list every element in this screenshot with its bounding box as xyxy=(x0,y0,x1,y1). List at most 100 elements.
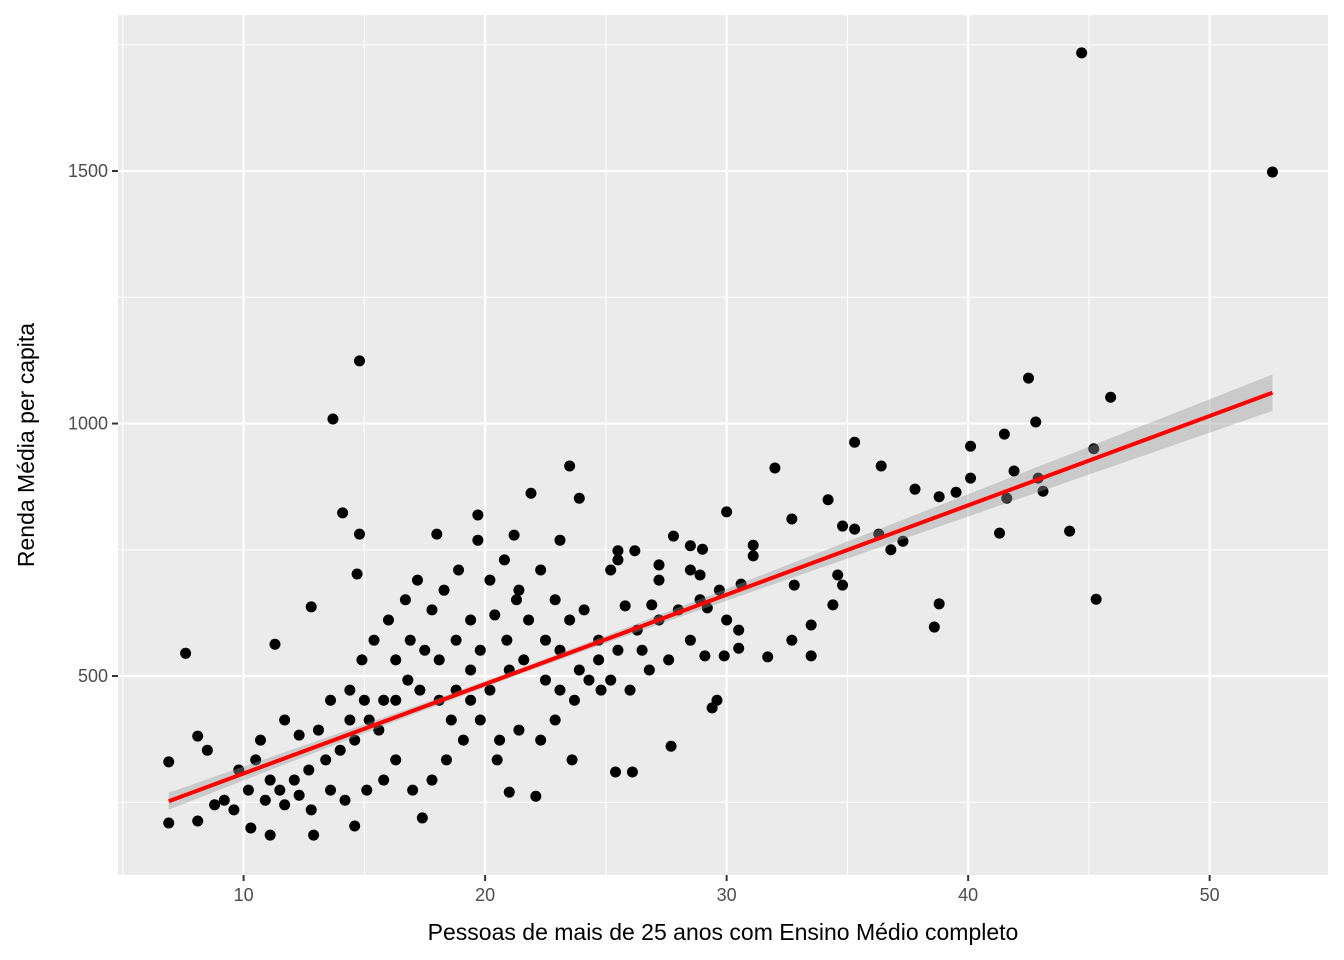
data-point xyxy=(419,644,431,656)
data-point xyxy=(358,694,370,706)
data-point xyxy=(465,664,477,676)
data-point xyxy=(457,734,469,746)
data-point xyxy=(264,774,276,786)
data-point xyxy=(1076,47,1088,59)
x-tick-label: 20 xyxy=(475,885,495,905)
data-point xyxy=(472,509,484,521)
data-point xyxy=(163,817,175,829)
data-point xyxy=(837,520,849,532)
data-point xyxy=(786,634,798,646)
data-point xyxy=(305,804,317,816)
data-point xyxy=(646,599,658,611)
data-point xyxy=(665,740,677,752)
data-point xyxy=(1001,492,1013,504)
data-point xyxy=(573,492,585,504)
data-point xyxy=(525,487,537,499)
data-point xyxy=(578,604,590,616)
data-point xyxy=(327,413,339,425)
data-point xyxy=(875,460,887,472)
data-point xyxy=(293,789,305,801)
data-point xyxy=(390,754,402,766)
data-point xyxy=(445,714,457,726)
data-point xyxy=(491,754,503,766)
data-point xyxy=(293,729,305,741)
data-point xyxy=(554,684,566,696)
data-point xyxy=(433,654,445,666)
data-point xyxy=(612,545,624,557)
regression-line xyxy=(168,390,1274,804)
data-point xyxy=(363,714,375,726)
minor-gridlines xyxy=(118,15,1328,875)
data-point xyxy=(474,644,486,656)
data-point xyxy=(414,684,426,696)
data-point xyxy=(351,568,363,580)
data-point xyxy=(636,644,648,656)
data-point xyxy=(699,650,711,662)
data-point xyxy=(339,794,351,806)
data-point xyxy=(513,724,525,736)
data-point xyxy=(885,544,897,556)
data-point xyxy=(254,734,266,746)
data-point xyxy=(361,784,373,796)
data-point xyxy=(762,651,774,663)
data-point xyxy=(312,724,324,736)
data-point xyxy=(303,764,315,776)
data-point xyxy=(472,534,484,546)
data-point xyxy=(368,634,380,646)
x-tick-label: 10 xyxy=(234,885,254,905)
data-point xyxy=(431,528,443,540)
data-point xyxy=(264,829,276,841)
data-point xyxy=(1008,465,1020,477)
data-point xyxy=(344,684,356,696)
data-point xyxy=(288,774,300,786)
data-point xyxy=(508,529,520,541)
data-point xyxy=(180,647,192,659)
data-point xyxy=(965,472,977,484)
data-point xyxy=(535,734,547,746)
data-point xyxy=(242,784,254,796)
data-point xyxy=(228,804,240,816)
data-point xyxy=(718,650,730,662)
data-point xyxy=(897,535,909,547)
data-point xyxy=(411,574,423,586)
data-point xyxy=(1266,166,1278,178)
data-point xyxy=(568,694,580,706)
data-point xyxy=(653,559,665,571)
major-gridlines xyxy=(118,15,1328,875)
data-point xyxy=(382,614,394,626)
data-point xyxy=(274,784,286,796)
data-point xyxy=(279,714,291,726)
data-point xyxy=(1064,525,1076,537)
data-point xyxy=(747,550,759,562)
data-point xyxy=(554,644,566,656)
data-point xyxy=(399,594,411,606)
data-point xyxy=(747,539,759,551)
data-point xyxy=(373,724,385,736)
data-point xyxy=(325,784,337,796)
data-point xyxy=(494,734,506,746)
data-point xyxy=(721,506,733,518)
data-point xyxy=(701,602,713,614)
data-point xyxy=(564,460,576,472)
data-point xyxy=(349,734,361,746)
data-point xyxy=(535,564,547,576)
data-point xyxy=(484,574,496,586)
data-point xyxy=(404,634,416,646)
data-point xyxy=(259,794,271,806)
data-point xyxy=(1090,593,1102,605)
data-point xyxy=(549,594,561,606)
data-point xyxy=(573,664,585,676)
data-point xyxy=(465,694,477,706)
data-point xyxy=(612,644,624,656)
data-point xyxy=(378,694,390,706)
data-point xyxy=(325,694,337,706)
data-point xyxy=(390,654,402,666)
data-point xyxy=(549,714,561,726)
data-point xyxy=(192,815,204,827)
data-point xyxy=(349,820,361,832)
data-point xyxy=(566,754,578,766)
data-point xyxy=(407,784,419,796)
data-point xyxy=(1023,372,1035,384)
data-point xyxy=(426,774,438,786)
data-point xyxy=(503,786,515,798)
